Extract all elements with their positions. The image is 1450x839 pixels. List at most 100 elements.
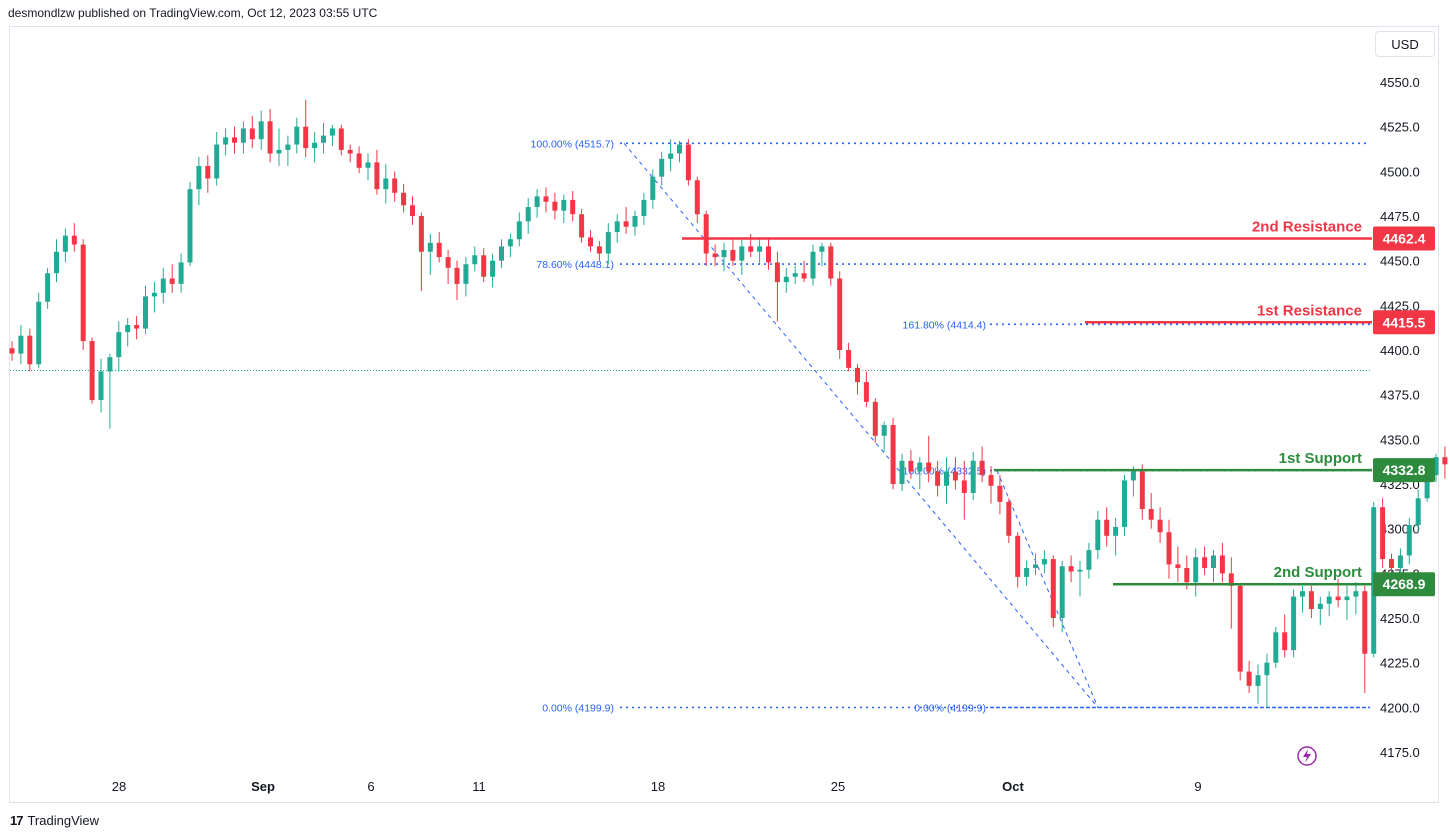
candle-body[interactable]	[392, 178, 398, 193]
candle-body[interactable]	[356, 153, 362, 168]
candle-body[interactable]	[623, 221, 629, 227]
candle-body[interactable]	[27, 335, 33, 365]
candle-body[interactable]	[418, 216, 424, 252]
candle-body[interactable]	[80, 244, 86, 342]
candle-body[interactable]	[837, 278, 843, 350]
candle-body[interactable]	[401, 192, 407, 206]
candle-body[interactable]	[1246, 671, 1252, 686]
candle-body[interactable]	[668, 153, 674, 159]
candle-body[interactable]	[881, 425, 887, 436]
candle-body[interactable]	[1362, 591, 1368, 654]
candle-body[interactable]	[1415, 498, 1421, 526]
candle-body[interactable]	[935, 471, 941, 486]
candle-body[interactable]	[1424, 475, 1430, 499]
candle-body[interactable]	[507, 239, 513, 247]
candle-body[interactable]	[187, 189, 193, 263]
candle-body[interactable]	[641, 199, 647, 216]
candle-body[interactable]	[801, 273, 807, 279]
candle-body[interactable]	[1282, 632, 1288, 651]
candle-body[interactable]	[436, 242, 442, 258]
candle-body[interactable]	[240, 128, 246, 143]
candle-body[interactable]	[463, 264, 469, 284]
footer-brand[interactable]: 17 TradingView	[10, 813, 99, 828]
candle-body[interactable]	[890, 425, 896, 484]
candle-body[interactable]	[232, 137, 237, 143]
candle-body[interactable]	[1086, 550, 1092, 570]
candle-body[interactable]	[899, 460, 905, 484]
candle-body[interactable]	[1308, 591, 1314, 610]
candle-body[interactable]	[1326, 596, 1332, 604]
candle-body[interactable]	[961, 480, 967, 493]
candle-body[interactable]	[952, 471, 958, 481]
candle-body[interactable]	[1139, 471, 1145, 510]
candle-body[interactable]	[321, 135, 326, 143]
candle-body[interactable]	[632, 216, 638, 227]
candle-body[interactable]	[1300, 591, 1305, 597]
candle-body[interactable]	[107, 357, 113, 372]
candle-body[interactable]	[285, 144, 291, 150]
candle-body[interactable]	[1335, 596, 1341, 601]
candle-body[interactable]	[312, 142, 318, 149]
candle-body[interactable]	[134, 324, 140, 329]
candle-body[interactable]	[1237, 585, 1243, 672]
candle-body[interactable]	[685, 144, 691, 181]
candle-body[interactable]	[766, 246, 771, 263]
candle-body[interactable]	[810, 251, 816, 279]
candle-body[interactable]	[223, 137, 229, 145]
candle-body[interactable]	[383, 178, 389, 190]
candle-body[interactable]	[543, 196, 549, 202]
candle-body[interactable]	[1406, 525, 1412, 556]
candle-body[interactable]	[1033, 564, 1038, 568]
candle-body[interactable]	[98, 371, 104, 401]
candle-body[interactable]	[979, 460, 985, 476]
candle-body[interactable]	[516, 221, 522, 240]
candle-body[interactable]	[267, 121, 273, 154]
candle-body[interactable]	[917, 462, 923, 472]
candle-body[interactable]	[783, 276, 789, 283]
candle-body[interactable]	[143, 296, 148, 329]
candle-body[interactable]	[525, 207, 531, 222]
candle-body[interactable]	[329, 128, 335, 136]
candle-body[interactable]	[561, 199, 567, 211]
candle-body[interactable]	[347, 149, 353, 154]
candle-body[interactable]	[997, 485, 1003, 502]
candle-body[interactable]	[1442, 457, 1448, 465]
candle-body[interactable]	[125, 324, 131, 333]
candle-body[interactable]	[294, 126, 300, 145]
candle-body[interactable]	[970, 460, 976, 493]
candle-body[interactable]	[196, 165, 202, 190]
candle-body[interactable]	[9, 348, 15, 354]
candle-body[interactable]	[1273, 632, 1279, 663]
candle-body[interactable]	[846, 350, 852, 368]
candle-body[interactable]	[45, 273, 51, 302]
candle-body[interactable]	[62, 235, 68, 252]
candle-body[interactable]	[303, 126, 309, 149]
candle-body[interactable]	[1184, 567, 1190, 583]
candle-body[interactable]	[116, 332, 122, 358]
candle-body[interactable]	[1041, 559, 1047, 565]
candle-body[interactable]	[677, 144, 682, 154]
candle-body[interactable]	[988, 475, 994, 486]
candle-body[interactable]	[205, 165, 211, 179]
candle-body[interactable]	[214, 144, 220, 179]
candle-body[interactable]	[169, 278, 175, 284]
candle-body[interactable]	[1006, 501, 1012, 536]
candle-body[interactable]	[160, 278, 166, 293]
candle-body[interactable]	[1166, 532, 1172, 565]
candle-body[interactable]	[374, 162, 380, 190]
candle-body[interactable]	[472, 255, 478, 265]
candle-body[interactable]	[650, 176, 656, 200]
candle-body[interactable]	[1344, 596, 1350, 601]
candle-body[interactable]	[1211, 555, 1216, 568]
candle-body[interactable]	[338, 128, 344, 150]
lightning-icon[interactable]	[1297, 746, 1317, 766]
candle-body[interactable]	[499, 246, 504, 261]
candle-body[interactable]	[739, 246, 745, 261]
candle-body[interactable]	[1219, 555, 1225, 574]
candle-body[interactable]	[757, 246, 763, 252]
candle-body[interactable]	[774, 262, 780, 283]
candle-body[interactable]	[71, 235, 77, 245]
candle-body[interactable]	[614, 221, 620, 233]
candle-body[interactable]	[1291, 596, 1297, 651]
candle-body[interactable]	[18, 335, 24, 354]
